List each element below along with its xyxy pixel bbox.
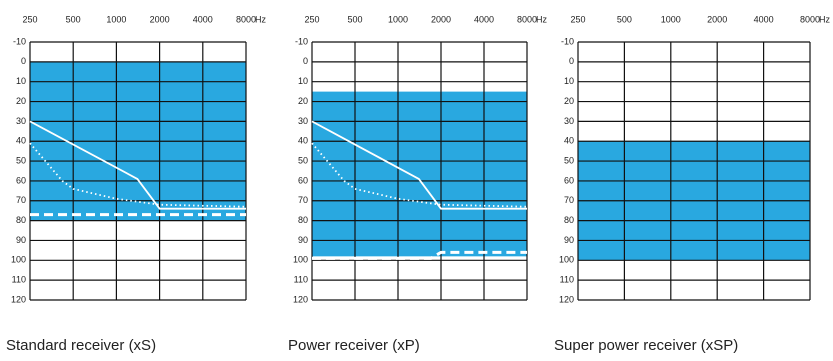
y-tick-label: 20: [298, 96, 308, 106]
y-tick-label: 90: [298, 235, 308, 245]
y-tick-label: 120: [559, 294, 574, 304]
y-tick-label: 10: [298, 76, 308, 86]
y-tick-label: 100: [559, 255, 574, 265]
y-tick-label: 50: [16, 155, 26, 165]
x-tick-label: 2000: [431, 14, 451, 24]
y-tick-label: 80: [16, 215, 26, 225]
x-tick-label: 1000: [388, 14, 408, 24]
y-tick-label: 10: [564, 76, 574, 86]
y-tick-label: 70: [16, 195, 26, 205]
y-tick-label: 100: [11, 255, 26, 265]
profile-line: [29, 142, 247, 208]
y-tick-label: -10: [295, 36, 308, 46]
y-tick-label: 20: [564, 96, 574, 106]
y-tick-label: 120: [11, 294, 26, 304]
fitting-range: [312, 91, 527, 257]
y-tick-label: 70: [564, 195, 574, 205]
x-tick-label: 8000: [800, 14, 820, 24]
y-tick-label: 90: [564, 235, 574, 245]
y-tick-label: 120: [293, 294, 308, 304]
y-tick-label: 70: [298, 195, 308, 205]
y-tick-label: 60: [298, 175, 308, 185]
y-tick-label: 0: [569, 56, 574, 66]
y-tick-label: 60: [564, 175, 574, 185]
x-unit: Hz: [536, 14, 547, 24]
y-tick-label: 30: [298, 116, 308, 126]
x-tick-label: 500: [66, 14, 81, 24]
y-tick-label: 110: [560, 275, 574, 285]
y-tick-label: 100: [293, 255, 308, 265]
x-tick-label: 250: [304, 14, 319, 24]
y-tick-label: 40: [564, 136, 574, 146]
y-tick-label: 0: [303, 56, 308, 66]
x-tick-label: 500: [347, 14, 362, 24]
x-tick-label: 4000: [754, 14, 774, 24]
profile-line: [311, 120, 527, 210]
y-tick-label: 90: [16, 235, 26, 245]
y-tick-label: 50: [298, 155, 308, 165]
y-tick-label: 20: [16, 96, 26, 106]
x-tick-label: 8000: [517, 14, 537, 24]
x-tick-label: 1000: [661, 14, 681, 24]
y-tick-label: -10: [561, 36, 574, 46]
y-tick-label: 110: [294, 275, 308, 285]
y-tick-label: 40: [298, 136, 308, 146]
x-tick-label: 2000: [707, 14, 727, 24]
y-tick-label: 30: [16, 116, 26, 126]
y-tick-label: 0: [21, 56, 26, 66]
x-tick-label: 2000: [150, 14, 170, 24]
x-tick-label: 500: [617, 14, 632, 24]
y-tick-label: -10: [13, 36, 26, 46]
x-tick-label: 1000: [106, 14, 126, 24]
x-tick-label: 4000: [193, 14, 213, 24]
y-tick-label: 80: [298, 215, 308, 225]
profile-line: [311, 142, 528, 208]
panel-caption: Standard receiver (xS): [6, 337, 156, 354]
y-tick-label: 60: [16, 175, 26, 185]
panel-caption: Super power receiver (xSP): [554, 337, 738, 354]
x-unit: Hz: [819, 14, 830, 24]
y-tick-label: 50: [564, 155, 574, 165]
panel-caption: Power receiver (xP): [288, 337, 420, 354]
x-tick-label: 8000: [236, 14, 256, 24]
x-tick-label: 4000: [474, 14, 494, 24]
y-tick-label: 110: [12, 275, 26, 285]
x-unit: Hz: [255, 14, 266, 24]
y-tick-label: 30: [564, 116, 574, 126]
profile-line: [312, 250, 527, 260]
y-tick-label: 10: [16, 76, 26, 86]
profile-line: [29, 120, 246, 210]
y-tick-label: 80: [564, 215, 574, 225]
y-tick-label: 40: [16, 136, 26, 146]
x-tick-label: 250: [22, 14, 37, 24]
x-tick-label: 250: [570, 14, 585, 24]
